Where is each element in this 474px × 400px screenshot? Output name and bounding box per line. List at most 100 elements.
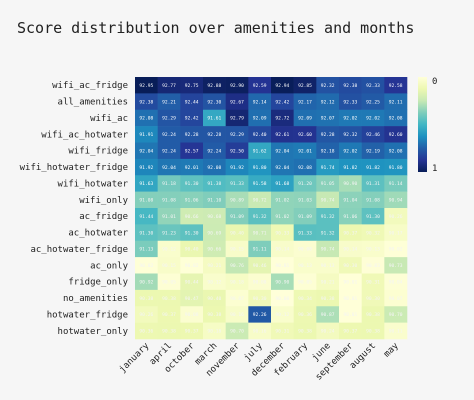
heatmap-cell-value: 90.04 bbox=[389, 279, 403, 285]
heatmap-cell bbox=[180, 126, 204, 143]
heatmap-cell-value: 90.16 bbox=[253, 329, 267, 335]
heatmap-cell bbox=[339, 224, 362, 242]
heatmap-cell bbox=[316, 109, 340, 127]
row-label: hotwater_fridge bbox=[47, 310, 128, 320]
heatmap-cell-value: 90.01 bbox=[343, 279, 357, 285]
heatmap-cell-value: 92.02 bbox=[343, 116, 357, 122]
column-label: may bbox=[382, 341, 401, 360]
heatmap-cell bbox=[384, 257, 408, 274]
heatmap-cell bbox=[271, 257, 294, 274]
heatmap-cell-value: 90.07 bbox=[389, 296, 403, 302]
heatmap-cell-value: 90.12 bbox=[207, 279, 221, 285]
row-label: wifi_hotwater bbox=[58, 179, 129, 189]
heatmap-cell-value: 90.02 bbox=[139, 263, 153, 269]
heatmap-cell-value: 90.70 bbox=[389, 312, 403, 318]
heatmap-cell bbox=[271, 289, 294, 307]
heatmap-cell bbox=[384, 224, 408, 242]
heatmap-cell bbox=[384, 273, 408, 291]
heatmap-cell-value: 90.38 bbox=[298, 329, 312, 335]
heatmap-cell bbox=[157, 77, 181, 94]
heatmap-cell bbox=[339, 273, 362, 291]
heatmap-cell-value: 91.02 bbox=[275, 198, 289, 204]
heatmap-cell bbox=[203, 240, 226, 258]
heatmap-cell-value: 90.68 bbox=[207, 214, 221, 220]
heatmap-cell-value: 90.08 bbox=[298, 247, 312, 253]
heatmap-cell bbox=[316, 158, 340, 176]
heatmap-cell-value: 92.08 bbox=[207, 165, 221, 171]
heatmap-cell bbox=[271, 93, 294, 111]
heatmap-cell-value: 91.06 bbox=[343, 214, 357, 220]
heatmap-cell-value: 90.15 bbox=[230, 247, 244, 253]
heatmap-cell-value: 92.95 bbox=[139, 83, 153, 89]
heatmap-cell-value: 91.92 bbox=[139, 165, 153, 171]
heatmap-cell bbox=[225, 175, 249, 192]
heatmap-cell bbox=[225, 224, 249, 242]
heatmap-cell-value: 90.34 bbox=[298, 296, 312, 302]
heatmap-cell-value: 91.30 bbox=[185, 230, 199, 236]
heatmap-cell bbox=[135, 273, 158, 291]
heatmap-cell-value: 92.08 bbox=[298, 165, 312, 171]
heatmap-cell-value: 92.88 bbox=[207, 83, 221, 89]
heatmap-cell bbox=[316, 257, 340, 274]
heatmap-cell-value: 90.18 bbox=[230, 279, 244, 285]
heatmap-cell bbox=[271, 224, 294, 242]
row-label: all_amenities bbox=[58, 98, 128, 108]
heatmap-cell-value: 90.16 bbox=[230, 312, 244, 318]
heatmap-cell bbox=[339, 77, 362, 94]
heatmap-cell bbox=[361, 224, 385, 242]
heatmap-cell bbox=[248, 93, 272, 111]
heatmap-cell-value: 92.40 bbox=[253, 132, 267, 138]
heatmap-cell bbox=[203, 158, 226, 176]
heatmap-cell-value: 90.30 bbox=[343, 263, 357, 269]
heatmap-cell bbox=[157, 289, 181, 307]
heatmap-cell-value: 91.80 bbox=[389, 165, 403, 171]
heatmap-cell bbox=[225, 158, 249, 176]
heatmap-cell bbox=[135, 142, 158, 160]
heatmap-cell bbox=[339, 175, 362, 192]
heatmap-cell-value: 91.02 bbox=[275, 214, 289, 220]
heatmap-cell bbox=[339, 322, 362, 340]
heatmap-cell bbox=[339, 158, 362, 176]
heatmap-cell bbox=[271, 273, 294, 291]
heatmap-cell-value: 90.17 bbox=[389, 230, 403, 236]
row-label: ac_hotwater_fridge bbox=[30, 245, 128, 255]
heatmap-cell bbox=[135, 93, 158, 111]
heatmap-cell-value: 90.31 bbox=[366, 279, 380, 285]
heatmap-cell bbox=[203, 306, 226, 323]
heatmap-cell-value: 90.08 bbox=[185, 312, 199, 318]
heatmap-cell-value: 92.09 bbox=[253, 116, 267, 122]
heatmap-cell-value: 92.72 bbox=[275, 116, 289, 122]
heatmap-cell-value: 92.90 bbox=[230, 83, 244, 89]
heatmap-cell bbox=[225, 289, 249, 307]
heatmap-cell-value: 90.11 bbox=[389, 329, 403, 335]
heatmap-cell-value: 91.74 bbox=[321, 165, 335, 171]
heatmap-cell-value: 92.46 bbox=[366, 132, 380, 138]
heatmap-cell-value: 91.09 bbox=[298, 214, 312, 220]
heatmap-cell-value: 90.71 bbox=[253, 230, 267, 236]
heatmap-cell-value: 91.80 bbox=[253, 165, 267, 171]
heatmap-cell-value: 90.70 bbox=[230, 329, 244, 335]
heatmap-cell bbox=[361, 142, 385, 160]
heatmap-cell-value: 90.05 bbox=[298, 279, 312, 285]
heatmap-cell-value: 91.06 bbox=[185, 198, 199, 204]
heatmap-cell bbox=[384, 208, 408, 225]
heatmap-cell bbox=[135, 126, 158, 143]
heatmap-cell bbox=[271, 109, 294, 127]
heatmap-cell-value: 90.73 bbox=[389, 263, 403, 269]
heatmap-cell-value: 91.33 bbox=[298, 230, 312, 236]
heatmap-cell-value: 91.32 bbox=[321, 214, 335, 220]
heatmap-cell-value: 90.76 bbox=[230, 263, 244, 269]
heatmap-cell-value: 91.13 bbox=[139, 247, 153, 253]
heatmap-cell-value: 90.12 bbox=[162, 247, 176, 253]
heatmap-cell-value: 90.74 bbox=[321, 247, 335, 253]
heatmap-cell bbox=[203, 93, 226, 111]
heatmap-cell bbox=[248, 208, 272, 225]
heatmap-cell-value: 90.38 bbox=[162, 296, 176, 302]
heatmap-cell-value: 90.94 bbox=[389, 198, 403, 204]
colorbar-top-label: 0 bbox=[432, 77, 437, 87]
heatmap-cell-value: 92.77 bbox=[162, 83, 176, 89]
heatmap-cell-value: 91.10 bbox=[207, 198, 221, 204]
heatmap-cell-value: 92.04 bbox=[275, 148, 289, 154]
heatmap-cell bbox=[361, 158, 385, 176]
heatmap-cell-value: 92.32 bbox=[343, 132, 357, 138]
